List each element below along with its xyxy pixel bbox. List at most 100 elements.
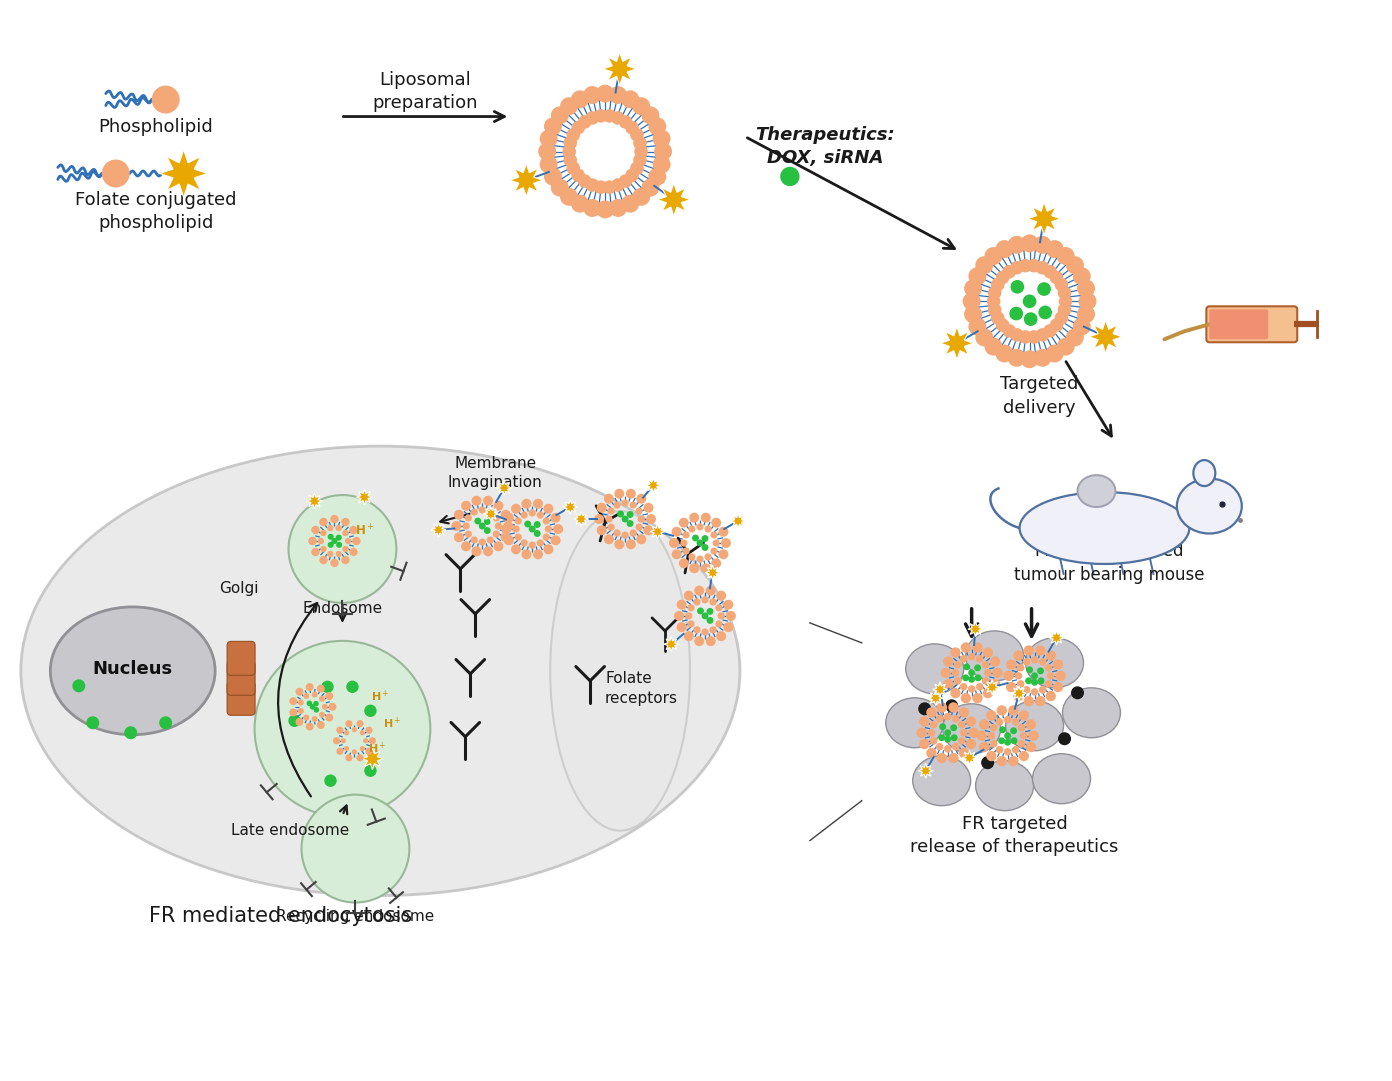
Circle shape — [1059, 733, 1070, 745]
Circle shape — [1012, 718, 1019, 725]
Text: Folate conjugated
phospholipid: Folate conjugated phospholipid — [75, 190, 237, 232]
Polygon shape — [362, 748, 383, 770]
Circle shape — [1073, 267, 1091, 285]
Circle shape — [988, 732, 995, 739]
Ellipse shape — [1077, 475, 1115, 507]
Text: Golgi: Golgi — [219, 582, 259, 597]
Circle shape — [352, 728, 356, 732]
Circle shape — [951, 648, 960, 657]
Circle shape — [979, 742, 990, 752]
Circle shape — [633, 154, 647, 166]
Circle shape — [313, 702, 317, 706]
Circle shape — [345, 720, 352, 728]
Circle shape — [521, 511, 528, 519]
Polygon shape — [1027, 202, 1061, 236]
Circle shape — [312, 525, 320, 534]
Circle shape — [995, 270, 1009, 284]
Text: Folate
receptors: Folate receptors — [606, 671, 678, 706]
Circle shape — [952, 669, 959, 677]
Circle shape — [487, 536, 494, 544]
Circle shape — [494, 542, 504, 551]
Circle shape — [689, 525, 696, 533]
Circle shape — [1011, 261, 1023, 275]
Circle shape — [571, 91, 589, 108]
Circle shape — [484, 519, 490, 524]
Circle shape — [1045, 345, 1063, 362]
Circle shape — [315, 708, 319, 712]
Circle shape — [990, 724, 998, 732]
Polygon shape — [928, 691, 944, 706]
Circle shape — [1030, 689, 1038, 696]
Circle shape — [365, 726, 373, 734]
Circle shape — [487, 508, 494, 516]
Ellipse shape — [1176, 479, 1242, 534]
Circle shape — [984, 337, 1002, 356]
Circle shape — [604, 494, 614, 504]
Circle shape — [1011, 281, 1023, 293]
Circle shape — [632, 97, 650, 116]
Circle shape — [718, 526, 728, 537]
Circle shape — [295, 688, 303, 696]
Circle shape — [991, 311, 1005, 324]
Circle shape — [681, 539, 688, 547]
Polygon shape — [657, 183, 690, 216]
Circle shape — [935, 715, 944, 722]
FancyBboxPatch shape — [227, 641, 255, 676]
Circle shape — [317, 684, 324, 693]
Circle shape — [1072, 688, 1083, 698]
Circle shape — [578, 116, 592, 129]
Circle shape — [1073, 318, 1091, 335]
Circle shape — [986, 751, 997, 761]
Circle shape — [1013, 691, 1023, 702]
Circle shape — [700, 563, 711, 573]
Circle shape — [319, 556, 327, 564]
Ellipse shape — [1193, 461, 1215, 486]
Circle shape — [945, 736, 951, 742]
Circle shape — [969, 318, 987, 335]
Circle shape — [1002, 265, 1016, 279]
Circle shape — [947, 700, 958, 711]
Circle shape — [1018, 740, 1026, 748]
Circle shape — [995, 345, 1013, 362]
Polygon shape — [603, 52, 636, 85]
Circle shape — [322, 704, 329, 710]
Circle shape — [572, 121, 585, 134]
Text: FR mediated endocytosis: FR mediated endocytosis — [149, 906, 412, 925]
Circle shape — [671, 526, 682, 537]
Circle shape — [972, 693, 983, 704]
Circle shape — [312, 548, 320, 557]
Circle shape — [940, 735, 944, 740]
Polygon shape — [706, 565, 720, 580]
Circle shape — [537, 511, 544, 519]
Circle shape — [618, 511, 624, 517]
Circle shape — [572, 169, 585, 182]
Circle shape — [1033, 236, 1051, 254]
Circle shape — [724, 623, 734, 632]
Circle shape — [702, 545, 707, 550]
Circle shape — [974, 665, 980, 670]
Text: Recycling endosome: Recycling endosome — [277, 909, 434, 924]
Circle shape — [954, 660, 962, 668]
Circle shape — [981, 677, 990, 684]
Polygon shape — [356, 489, 373, 505]
Circle shape — [704, 553, 711, 561]
Circle shape — [359, 746, 365, 751]
Circle shape — [454, 532, 464, 543]
Circle shape — [981, 757, 994, 769]
Circle shape — [706, 637, 715, 646]
Circle shape — [1004, 716, 1012, 723]
Circle shape — [337, 726, 344, 734]
Circle shape — [1023, 658, 1030, 666]
Circle shape — [1016, 664, 1025, 671]
Circle shape — [976, 655, 984, 663]
Circle shape — [944, 745, 952, 752]
Circle shape — [1033, 349, 1051, 366]
Circle shape — [535, 531, 540, 536]
Circle shape — [724, 600, 734, 610]
Circle shape — [942, 656, 954, 667]
Circle shape — [345, 538, 351, 544]
Polygon shape — [933, 682, 948, 697]
Circle shape — [979, 719, 990, 730]
Circle shape — [1045, 240, 1063, 258]
Circle shape — [926, 707, 937, 718]
